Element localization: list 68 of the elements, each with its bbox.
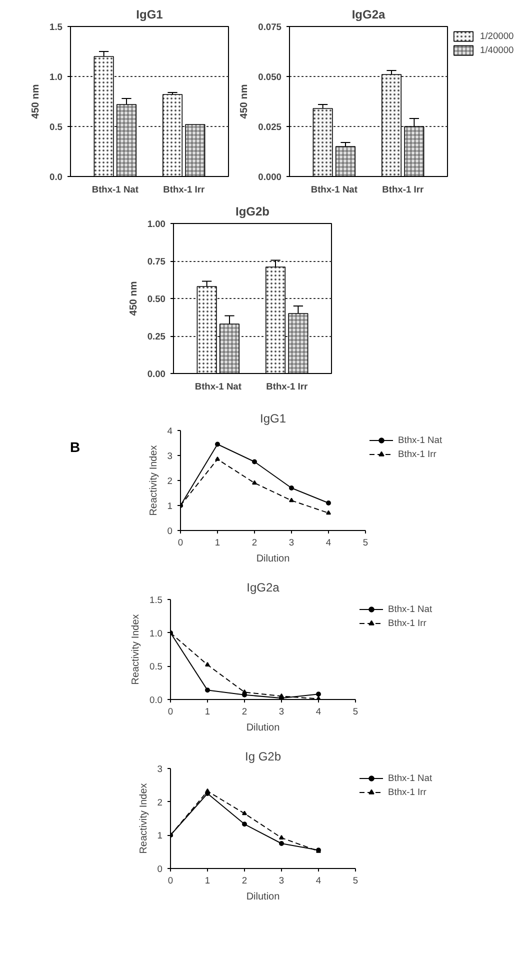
x-tick-label: 5 (362, 538, 368, 548)
y-tick-label: 1 (167, 501, 173, 511)
y-tick-label: 4 (167, 426, 173, 436)
y-tick-label: 1.5 (50, 22, 62, 32)
y-tick-label: 0.025 (258, 122, 282, 132)
y-tick-label: 3 (157, 764, 163, 774)
legend-label: Bthx-1 Nat (388, 773, 432, 783)
x-tick-label: 4 (326, 538, 332, 548)
x-tick-label: Bthx-1 Nat (92, 184, 138, 194)
x-tick-label: 5 (352, 876, 358, 886)
x-tick-label: 2 (242, 876, 248, 886)
x-tick-label: 4 (316, 876, 322, 886)
y-axis-title: Reactivity Index (138, 783, 150, 854)
y-axis-title: Reactivity Index (130, 614, 142, 685)
x-tick-label: 4 (316, 706, 322, 716)
chart-title: IgG2a (246, 580, 280, 594)
y-tick-label: 0.0 (50, 172, 62, 182)
y-tick-label: 1.00 (147, 219, 166, 229)
y-tick-label: 0.75 (147, 256, 166, 266)
y-tick-label: 2 (157, 797, 163, 808)
x-tick-label: 0 (178, 538, 184, 548)
x-tick-label: Bthx-1 Nat (310, 184, 358, 194)
legend-label: 1/20000 (480, 31, 514, 41)
chart-title: IgG1 (260, 412, 286, 426)
y-axis-title: 450 nm (128, 281, 140, 316)
y-tick-label: 1 (157, 830, 163, 841)
chart-title: IgG2a (352, 8, 386, 22)
chart-title: IgG1 (136, 8, 164, 22)
y-tick-label: 1.0 (50, 72, 62, 82)
y-tick-label: 0 (157, 864, 163, 874)
x-tick-label: Bthx-1 Irr (382, 184, 424, 194)
y-axis-title: 450 nm (239, 84, 250, 119)
legend-label: Bthx-1 Irr (398, 449, 436, 459)
y-tick-label: 0.050 (258, 72, 282, 82)
chart-title: IgG2b (236, 204, 270, 218)
legend-label: Bthx-1 Irr (388, 787, 426, 797)
y-tick-label: 0.00 (147, 369, 166, 379)
x-tick-label: Bthx-1 Irr (163, 184, 205, 194)
x-tick-label: 5 (352, 706, 358, 716)
text: B (70, 438, 80, 457)
y-tick-label: 0.000 (258, 172, 282, 182)
y-axis-title: 450 nm (30, 84, 42, 119)
x-tick-label: 3 (288, 538, 294, 548)
y-tick-label: 2 (167, 476, 173, 486)
y-axis-title: Reactivity Index (148, 445, 160, 516)
legend-label: 1/40000 (480, 45, 514, 55)
x-axis-title: Dilution (246, 722, 280, 734)
x-axis-title: Dilution (256, 554, 290, 564)
x-tick-label: 2 (252, 538, 258, 548)
y-tick-label: 0.075 (258, 22, 282, 32)
y-tick-label: 0.25 (147, 332, 166, 342)
x-tick-label: 1 (204, 706, 210, 716)
y-tick-label: 3 (167, 451, 173, 461)
x-tick-label: 1 (204, 876, 210, 886)
legend-label: Bthx-1 Nat (398, 435, 442, 445)
y-tick-label: 0 (167, 526, 173, 536)
legend-label: Bthx-1 Nat (388, 604, 432, 614)
x-tick-label: 2 (242, 706, 248, 716)
y-tick-label: 0.5 (50, 122, 62, 132)
x-tick-label: 1 (214, 538, 220, 548)
chart-title: Ig G2b (244, 750, 282, 764)
y-tick-label: 0.50 (147, 294, 166, 304)
x-axis-title: Dilution (246, 892, 280, 902)
y-tick-label: 0.0 (150, 695, 162, 705)
legend-label: Bthx-1 Irr (388, 618, 426, 628)
y-tick-label: 1.0 (150, 628, 162, 638)
y-tick-label: 0.5 (150, 662, 162, 672)
y-tick-label: 1.5 (150, 595, 162, 605)
